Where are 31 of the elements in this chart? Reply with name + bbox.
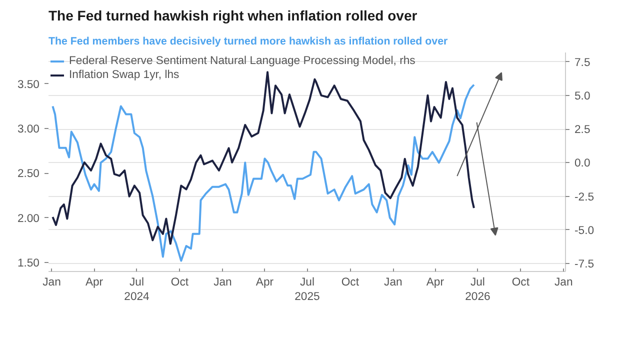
y2-tick-label: -5.0 <box>574 224 594 237</box>
y-tick-label: 2.50 <box>17 168 40 180</box>
y-tick-label: 3.00 <box>17 123 40 136</box>
chart-title: The Fed turned hawkish right when inflation rolled over <box>48 8 418 24</box>
x-tick-label: Apr <box>85 276 104 288</box>
y-tick-label: 2.00 <box>17 212 40 225</box>
line-series <box>52 71 475 245</box>
chart-subtitle: The Fed members have decisively turned more hawkish as inflation rolled over <box>48 36 448 48</box>
x-tick-label: Oct <box>170 276 190 288</box>
y2-tick-label: 2.5 <box>574 124 590 136</box>
y2-tick-label: 7.5 <box>574 56 590 69</box>
x-tick-label: Oct <box>341 276 360 288</box>
x-tick-label: Jul 2025 <box>294 276 320 303</box>
x-tick-label: Apr <box>256 276 274 288</box>
x-tick-label: Jan <box>384 276 402 288</box>
legend-label: Federal Reserve Sentiment Natural Language Processing Model, rhs <box>69 54 416 68</box>
y2-tick-label: 5.0 <box>574 90 590 102</box>
y-tick-label: 3.50 <box>17 78 40 91</box>
x-tick-label: Jan <box>214 276 232 288</box>
x-tick-label: Jan <box>42 276 61 288</box>
y2-tick-label: -2.5 <box>574 191 594 204</box>
x-tick-label: Oct <box>512 276 530 288</box>
x-tick-label: Jul 2026 <box>465 276 490 303</box>
line-series <box>52 84 475 262</box>
y2-tick-label: -7.5 <box>574 258 594 270</box>
y-tick-label: 1.50 <box>17 258 40 270</box>
x-tick-label: Jul 2024 <box>124 276 150 303</box>
x-tick-label: Jan <box>554 276 573 288</box>
x-tick-label: Apr <box>426 276 444 288</box>
y2-tick-label: 0.0 <box>574 158 590 170</box>
legend-label: Inflation Swap 1yr, lhs <box>69 68 180 82</box>
